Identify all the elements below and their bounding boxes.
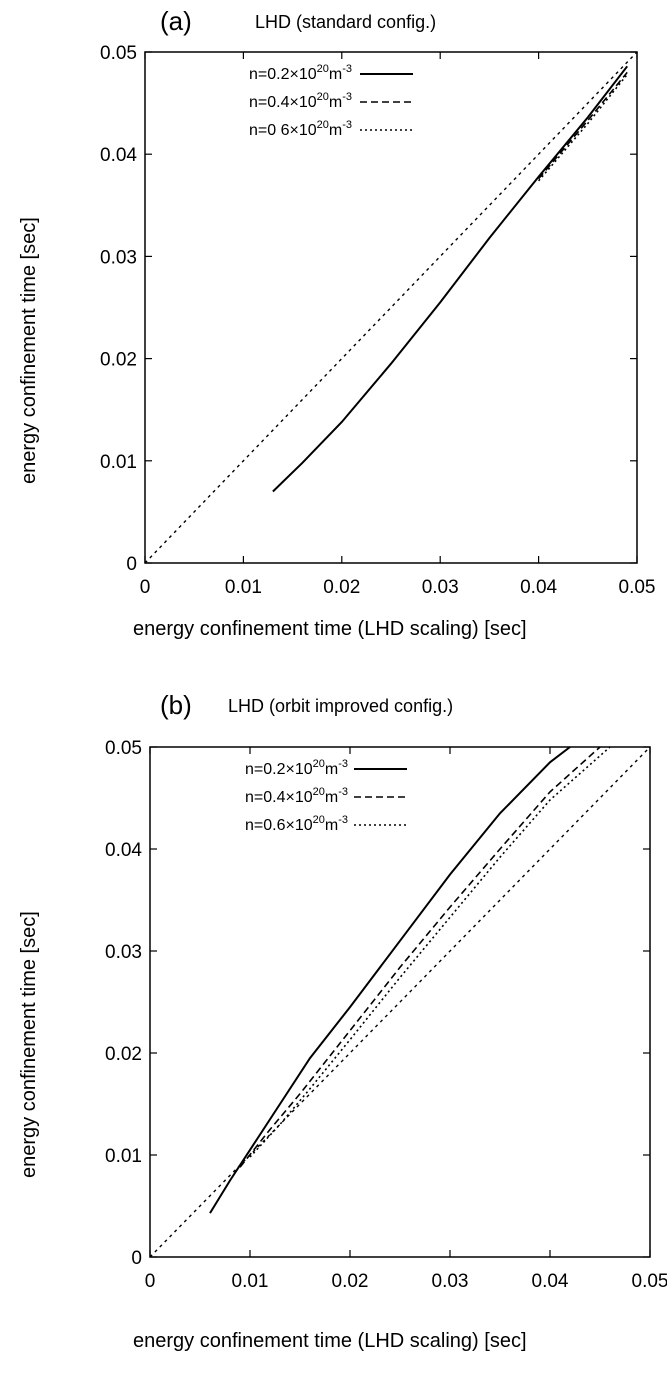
- series-line-2: [537, 71, 628, 180]
- legend-label-1: n=0.2×1020m-3: [249, 63, 352, 83]
- y-tick-label: 0.02: [105, 1044, 142, 1065]
- chart-title: LHD (standard config.): [255, 12, 437, 32]
- legend-label-2: n=0.4×1020m-3: [249, 91, 352, 111]
- chart-plot-a: 0 0.01 0.02 0.03 0.04 0.05 0 0.01 0.02 0.03 0.04 0.…: [100, 43, 656, 598]
- series-line-3: [249, 746, 611, 1158]
- y-tick-label: 0.02: [100, 350, 137, 371]
- series-line-2: [239, 746, 601, 1168]
- x-tick-label: 0.01: [225, 577, 262, 598]
- y-tick-label: 0: [126, 554, 137, 575]
- reference-line-y-equals-x: [149, 746, 651, 1258]
- x-tick-label: 0.05: [619, 577, 656, 598]
- legend-label-3: n=0.6×1020m-3: [245, 814, 348, 834]
- legend-label-1: n=0.2×1020m-3: [245, 758, 348, 778]
- y-tick-label: 0.01: [100, 452, 137, 473]
- chart-plot-b: 0 0.01 0.02 0.03 0.04 0.05 0 0.01 0.02 0.03 0.04 0.…: [105, 738, 667, 1292]
- chart-title: LHD (orbit improved config.): [228, 696, 454, 716]
- x-tick-label: 0.04: [532, 1271, 569, 1292]
- x-tick-label: 0.02: [332, 1271, 369, 1292]
- reference-line-y-equals-x: [144, 51, 638, 564]
- y-tick-label: 0.01: [105, 1146, 142, 1167]
- x-tick-label: 0.05: [632, 1271, 667, 1292]
- plot-frame: [149, 746, 651, 1258]
- y-tick-label: 0.03: [105, 942, 142, 963]
- series-line-3: [537, 73, 628, 182]
- panel-letter: (a): [160, 6, 192, 36]
- panel-letter: (b): [160, 690, 192, 720]
- y-tick-label: 0.04: [105, 840, 142, 861]
- legend-label-2: n=0.4×1020m-3: [245, 786, 348, 806]
- x-tick-label: 0.03: [432, 1271, 469, 1292]
- legend-label-3: n=0 6×1020m-3: [249, 119, 352, 139]
- chart-panel-a: (a) LHD (standard config.) energy confin…: [0, 0, 667, 680]
- x-axis-label: energy confinement time (LHD scaling) [s…: [133, 1330, 527, 1352]
- y-tick-label: 0.04: [100, 145, 137, 166]
- x-tick-label: 0: [140, 577, 151, 598]
- y-tick-label: 0.03: [100, 247, 137, 268]
- chart-panel-b: (b) LHD (orbit improved config.) energy …: [0, 688, 667, 1376]
- x-axis-label: energy confinement time (LHD scaling) [s…: [133, 618, 527, 640]
- x-tick-label: 0: [145, 1271, 156, 1292]
- plot-frame: [144, 51, 638, 564]
- x-tick-label: 0.01: [232, 1271, 269, 1292]
- x-tick-label: 0.03: [422, 577, 459, 598]
- x-tick-label: 0.04: [520, 577, 557, 598]
- y-tick-label: 0.05: [105, 738, 142, 759]
- y-tick-label: 0.05: [100, 43, 137, 64]
- series-line-1: [209, 746, 571, 1214]
- x-tick-label: 0.02: [323, 577, 360, 598]
- y-tick-label: 0: [131, 1248, 142, 1269]
- series-line-1: [272, 65, 628, 493]
